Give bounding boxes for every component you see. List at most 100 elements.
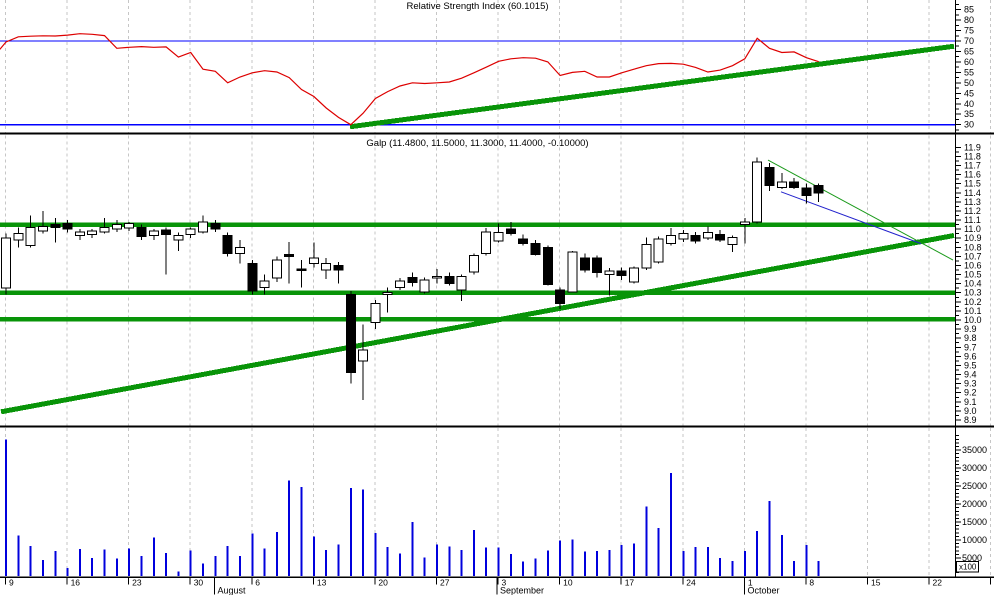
candle xyxy=(148,230,159,236)
candle xyxy=(444,275,455,285)
volume-bar xyxy=(374,532,377,576)
volume-bar xyxy=(165,552,168,576)
date-week-label: 16 xyxy=(71,578,81,588)
candle xyxy=(481,231,492,255)
candle xyxy=(518,238,529,245)
month-label: September xyxy=(500,586,544,595)
candle xyxy=(74,231,85,236)
volume-bar xyxy=(669,472,672,576)
volume-bar xyxy=(411,522,414,576)
rsi-axis-label: 55 xyxy=(964,67,974,77)
rsi-axis-label: 60 xyxy=(964,57,974,67)
volume-bar xyxy=(546,550,549,576)
candle xyxy=(124,223,135,229)
volume-axis-label: 10000 xyxy=(962,535,987,545)
rsi-panel-title: Relative Strength Index (60.1015) xyxy=(406,1,549,12)
volume-bar xyxy=(288,480,291,576)
candle xyxy=(333,264,344,271)
date-week-label: 23 xyxy=(132,578,142,588)
candle xyxy=(308,257,319,265)
volume-bar xyxy=(177,571,180,576)
price-axis-label: 9.0 xyxy=(964,406,977,416)
volume-bar xyxy=(608,550,611,576)
candle xyxy=(99,226,110,233)
volume-bar xyxy=(719,558,722,576)
candle xyxy=(345,294,356,374)
volume-bar xyxy=(780,534,783,576)
candle xyxy=(801,187,812,196)
candle xyxy=(62,223,73,230)
volume-bar xyxy=(115,558,118,576)
price-axis-label: 9.4 xyxy=(964,370,977,380)
month-label: August xyxy=(218,586,247,595)
candle xyxy=(431,275,442,279)
candle xyxy=(715,234,726,241)
rsi-axis-label: 30 xyxy=(964,120,974,130)
candle xyxy=(247,263,258,292)
volume-bar xyxy=(571,539,574,576)
candle xyxy=(25,226,36,246)
rsi-axis-label: 75 xyxy=(964,26,974,36)
date-week-label: 27 xyxy=(440,578,450,588)
volume-bar xyxy=(78,549,81,576)
volume-multiplier-label: x100 xyxy=(959,563,977,572)
candle xyxy=(456,275,467,291)
candle xyxy=(370,303,381,324)
volume-bar xyxy=(497,547,500,576)
volume-axis-label: 30000 xyxy=(962,463,987,473)
candle xyxy=(259,280,270,288)
volume-bar xyxy=(312,536,315,576)
volume-bar xyxy=(682,550,685,576)
price-axis-label: 11.3 xyxy=(964,197,981,207)
price-axis-label: 11.9 xyxy=(964,142,981,152)
price-axis-label: 9.8 xyxy=(964,333,977,343)
candle xyxy=(111,224,122,230)
rsi-axis-label: 40 xyxy=(964,99,974,109)
price-axis-label: 11.7 xyxy=(964,160,981,170)
volume-bar xyxy=(460,550,463,576)
candle xyxy=(678,233,689,240)
volume-bar xyxy=(349,487,352,576)
price-axis-label: 10.3 xyxy=(964,288,982,298)
price-axis-label: 10.9 xyxy=(964,233,982,243)
candle xyxy=(87,230,98,236)
candle xyxy=(50,224,61,228)
candle xyxy=(37,225,48,232)
candle xyxy=(468,254,479,273)
volume-bar xyxy=(5,439,7,576)
price-axis-label: 10.0 xyxy=(964,315,982,325)
rsi-line xyxy=(0,33,819,126)
date-week-label: 17 xyxy=(625,578,635,588)
volume-bar xyxy=(362,489,365,576)
candle xyxy=(702,232,713,239)
price-minor-downtrend-blue xyxy=(780,191,922,245)
candle xyxy=(395,280,406,288)
price-axis-label: 10.5 xyxy=(964,270,982,280)
date-week-label: 24 xyxy=(686,578,696,588)
volume-axis-label: 20000 xyxy=(962,499,987,509)
candle xyxy=(284,254,295,257)
volume-bar xyxy=(300,486,303,576)
date-week-label: 9 xyxy=(9,578,14,588)
candle xyxy=(776,181,787,188)
volume-bar xyxy=(731,560,734,576)
volume-bar xyxy=(534,558,537,576)
price-axis-label: 10.8 xyxy=(964,242,982,252)
volume-bar xyxy=(189,550,192,576)
volume-bar xyxy=(128,548,131,576)
price-axis-label: 9.3 xyxy=(964,379,977,389)
volume-bar xyxy=(214,555,217,576)
volume-bar xyxy=(793,560,796,576)
candle xyxy=(136,226,147,237)
volume-bar xyxy=(817,560,820,576)
date-week-label: 3 xyxy=(502,578,507,588)
date-week-label: 20 xyxy=(378,578,388,588)
volume-bar xyxy=(645,506,648,576)
volume-bar xyxy=(263,548,266,576)
price-axis-label: 10.6 xyxy=(964,260,982,270)
price-axis-label: 11.2 xyxy=(964,206,981,216)
volume-bar xyxy=(91,558,94,576)
price-axis-label: 11.4 xyxy=(964,188,981,198)
